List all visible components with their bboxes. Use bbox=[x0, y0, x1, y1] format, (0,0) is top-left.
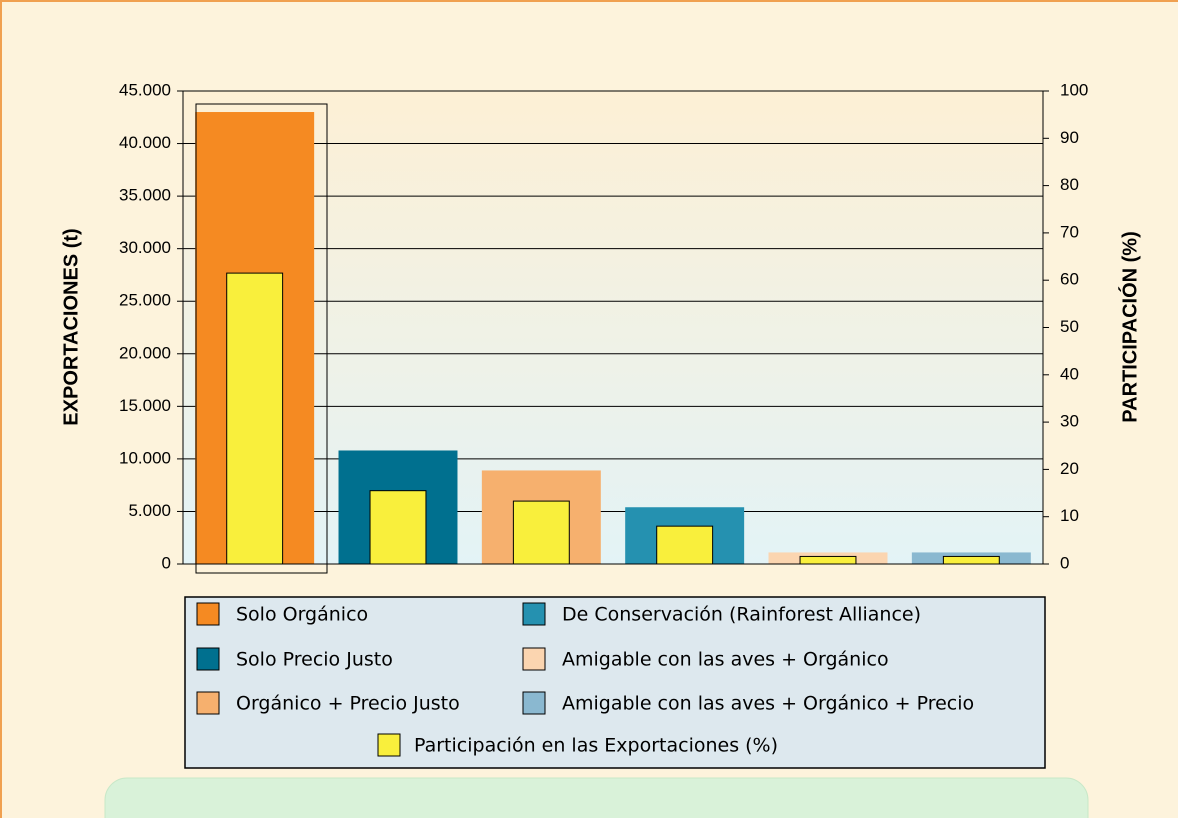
y-tick-label: 5.000 bbox=[128, 501, 171, 520]
share-bar bbox=[942, 555, 1000, 565]
y2-tick-label: 40 bbox=[1060, 364, 1079, 383]
legend-swatch bbox=[377, 733, 401, 757]
y-tick-label: 15.000 bbox=[119, 396, 171, 415]
y2-tick-label: 90 bbox=[1060, 128, 1079, 147]
legend-label: Amigable con las aves + Orgánico bbox=[562, 649, 889, 671]
legend-label: Participación en las Exportaciones (%) bbox=[414, 735, 778, 757]
y2-tick-label: 80 bbox=[1060, 175, 1079, 194]
y-tick-label: 35.000 bbox=[119, 186, 171, 205]
share-bar bbox=[656, 525, 714, 565]
y-tick-label: 0 bbox=[162, 553, 171, 572]
legend-swatch bbox=[522, 691, 546, 715]
y-tick-label: 30.000 bbox=[119, 238, 171, 257]
share-bar bbox=[799, 555, 857, 565]
y2-tick-label: 100 bbox=[1060, 80, 1088, 99]
legend-swatch bbox=[196, 647, 220, 671]
y-tick-label: 20.000 bbox=[119, 343, 171, 362]
note-box bbox=[104, 777, 1089, 818]
legend-swatch bbox=[522, 602, 546, 626]
legend-label: Solo Precio Justo bbox=[236, 649, 393, 671]
legend-swatch bbox=[196, 602, 220, 626]
y-tick-label: 45.000 bbox=[119, 80, 171, 99]
y-tick-label: 10.000 bbox=[119, 448, 171, 467]
y2-tick-label: 30 bbox=[1060, 412, 1079, 431]
y-tick-label: 25.000 bbox=[119, 291, 171, 310]
y2-tick-label: 50 bbox=[1060, 317, 1079, 336]
share-bar bbox=[512, 500, 570, 565]
y-axis-label: EXPORTACIONES (t) bbox=[60, 228, 82, 425]
share-bar bbox=[369, 490, 427, 565]
legend-swatch bbox=[196, 691, 220, 715]
legend-label: Orgánico + Precio Justo bbox=[236, 693, 460, 715]
legend bbox=[184, 596, 1046, 769]
plot-area bbox=[183, 91, 1043, 564]
share-bar bbox=[226, 272, 284, 565]
y2-tick-label: 20 bbox=[1060, 459, 1079, 478]
y2-tick-label: 0 bbox=[1060, 553, 1069, 572]
y2-tick-label: 10 bbox=[1060, 506, 1079, 525]
legend-label: Amigable con las aves + Orgánico + Preci… bbox=[562, 693, 974, 715]
legend-label: De Conservación (Rainforest Alliance) bbox=[562, 604, 921, 626]
y2-tick-label: 60 bbox=[1060, 270, 1079, 289]
y2-axis-label: PARTICIPACIÓN (%) bbox=[1117, 231, 1141, 422]
highlight bbox=[195, 103, 328, 574]
y2-tick-label: 70 bbox=[1060, 222, 1079, 241]
legend-label: Solo Orgánico bbox=[236, 604, 368, 626]
legend-swatch bbox=[522, 647, 546, 671]
y-tick-label: 40.000 bbox=[119, 133, 171, 152]
